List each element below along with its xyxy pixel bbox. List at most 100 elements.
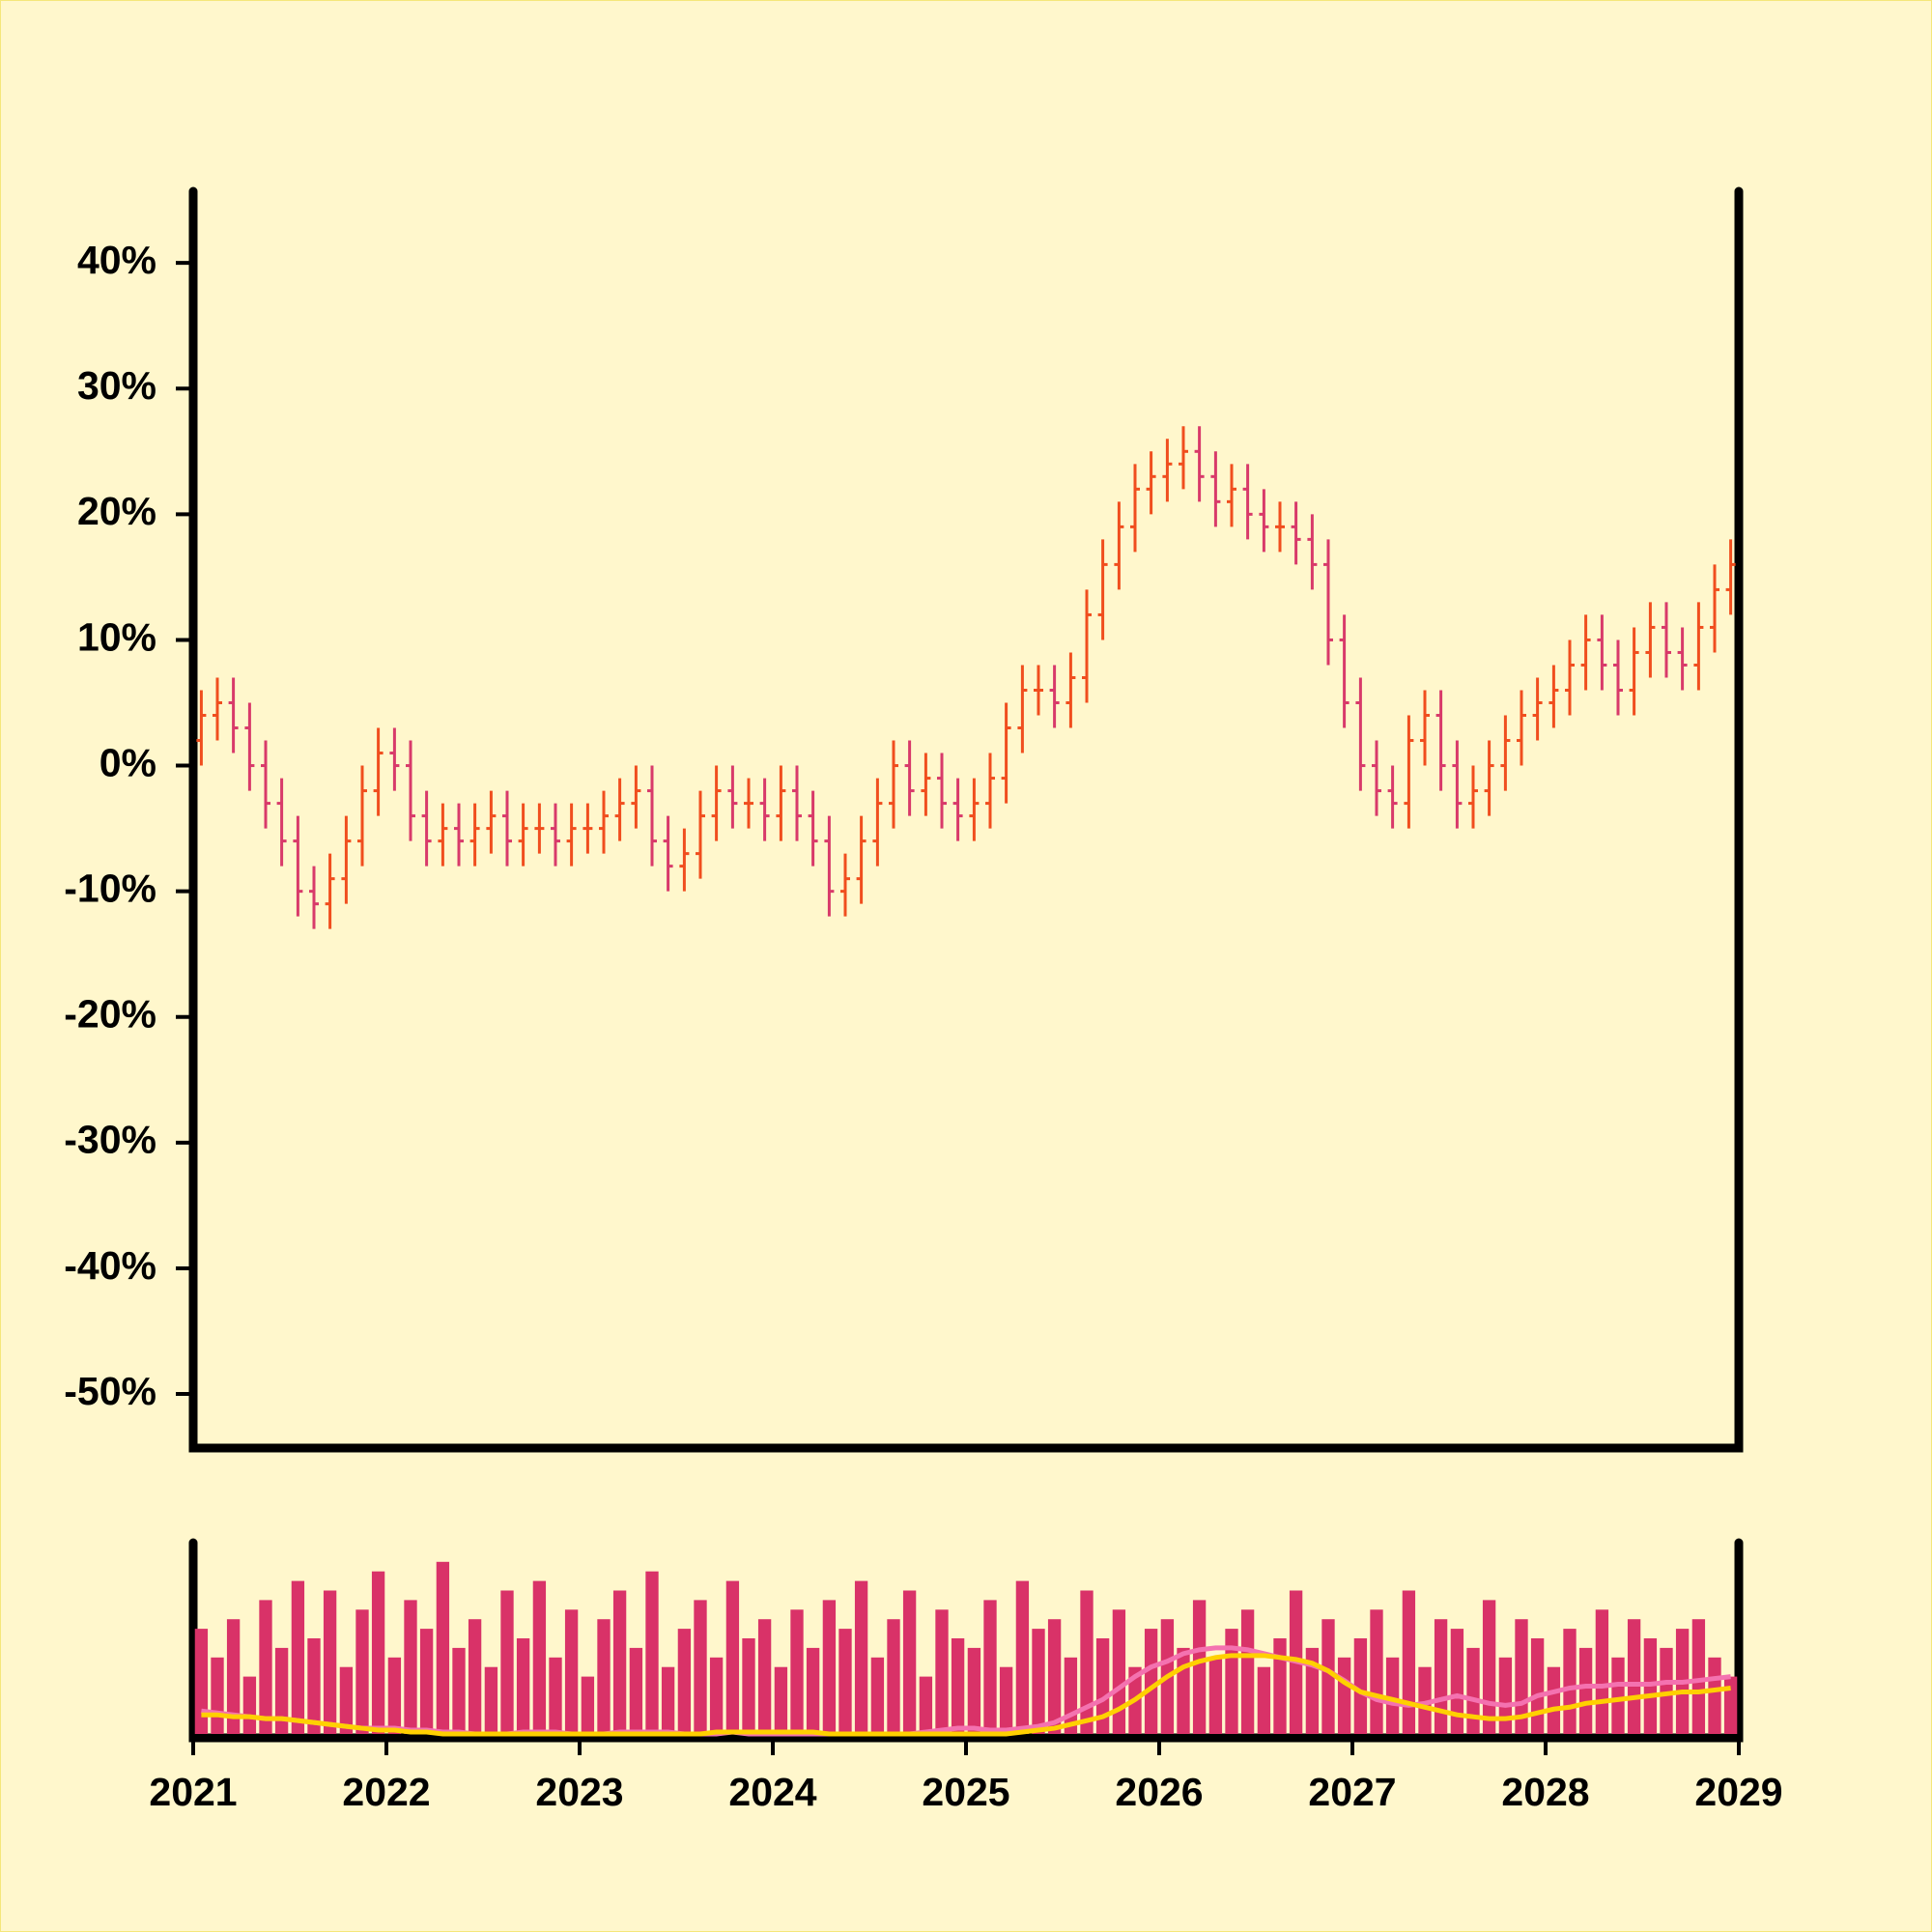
volume-bar [677,1629,692,1734]
ohlc-bar [1517,690,1526,766]
volume-bar [1595,1609,1609,1734]
volume-bar [742,1638,755,1734]
y-tick-label: -50% [64,1369,156,1413]
ohlc-bar [952,778,963,841]
ohlc-bar [1194,426,1205,502]
volume-bar [645,1571,659,1734]
moving-average [201,1653,1731,1737]
x-tick-label: 2023 [535,1770,623,1814]
ohlc-bar [421,790,432,867]
volume-bar [419,1629,434,1734]
ohlc-bar [1275,501,1285,553]
ohlc-bar [213,677,222,741]
ohlc-bar [1097,539,1108,640]
ohlc-bar [1435,690,1446,791]
volume-bar [259,1600,272,1734]
ohlc-bar [1725,539,1736,615]
ohlc-bar [261,740,270,829]
volume-bar [307,1638,321,1734]
ohlc-bar [969,778,980,841]
ohlc-bar [1130,464,1140,553]
ohlc-bar [228,677,239,753]
x-tick-label: 2025 [922,1770,1009,1814]
ohlc-bar [1242,464,1253,540]
ohlc-bar [1597,614,1607,691]
ohlc-bar [341,815,352,904]
ohlc-bar [1227,464,1236,527]
ohlc-bar [1532,677,1543,741]
volume-bar [1240,1609,1255,1734]
volume-bar [887,1619,900,1734]
y-tick-label: 30% [77,363,156,408]
volume-bar [1482,1600,1496,1734]
volume-bar [1225,1629,1238,1734]
volume-bar [854,1580,868,1734]
ohlc-bar [889,740,898,829]
y-tick-label: -40% [64,1243,156,1288]
ohlc-bar [438,803,448,867]
ohlc-bar [1404,715,1414,829]
price-frame [188,186,1744,1453]
volume-bar [629,1647,643,1734]
ohlc-bar [1049,665,1060,728]
volume-bar [1177,1647,1190,1734]
volume-bar [1015,1580,1030,1734]
ohlc-bar [1693,602,1704,691]
ohlc-bar [1565,639,1575,716]
x-tick-label: 2029 [1694,1770,1782,1814]
ohlc-bar [1613,639,1623,716]
y-tick-label: 10% [77,614,156,659]
volume-bar [1434,1619,1448,1734]
volume-bar [1353,1638,1368,1734]
volume-bar [387,1657,402,1734]
ohlc-bar [1387,765,1398,829]
volume-bar [1418,1666,1432,1734]
x-tick-label: 2026 [1115,1770,1203,1814]
ohlc-bar [1710,564,1719,653]
ohlc-bar [454,803,464,867]
volume-bar [1578,1647,1593,1734]
volume-bar [661,1666,675,1734]
volume-bar [774,1666,788,1734]
y-tick-label: -20% [64,992,156,1037]
ohlc-bar [1452,740,1463,829]
ohlc-bar [647,765,657,867]
volume-bar [1208,1657,1223,1734]
volume-bar [291,1580,305,1734]
ohlc-bar [1291,501,1301,565]
volume-bar [822,1600,837,1734]
ohlc-bar [276,778,287,867]
volume-bar [1723,1676,1738,1734]
x-tick-label: 2021 [149,1770,237,1814]
ohlc-bar [599,790,609,854]
ohlc-bar [325,853,335,929]
ohlc-bar [1017,665,1028,753]
ohlc-bar [679,828,690,892]
ohlc-bar [1420,690,1430,766]
volume-bar [532,1580,547,1734]
ohlc-bar [1372,740,1381,816]
x-tick-label: 2028 [1501,1770,1589,1814]
volume-bar [870,1657,885,1734]
ohlc-bar [486,790,497,854]
ohlc-bar [1114,501,1124,590]
volume-bar [355,1609,369,1734]
volume-bar [371,1571,385,1734]
volume-bar [1032,1629,1045,1734]
volume-bar [1563,1629,1577,1734]
volume-bar [1660,1647,1673,1734]
ohlc-bar [711,765,722,841]
volume-bar [1257,1666,1271,1734]
volume-bar [436,1561,450,1734]
volume-bar [597,1619,611,1734]
ohlc-bar [792,765,802,841]
volume-bar [194,1629,209,1734]
ohlc-bar [566,803,577,867]
volume-bar [1047,1619,1062,1734]
volume-bar [549,1657,562,1734]
y-tick-label: -30% [64,1118,156,1162]
ohlc-bar [776,765,786,841]
volume-bar [564,1609,579,1734]
volume-bar [951,1638,965,1734]
